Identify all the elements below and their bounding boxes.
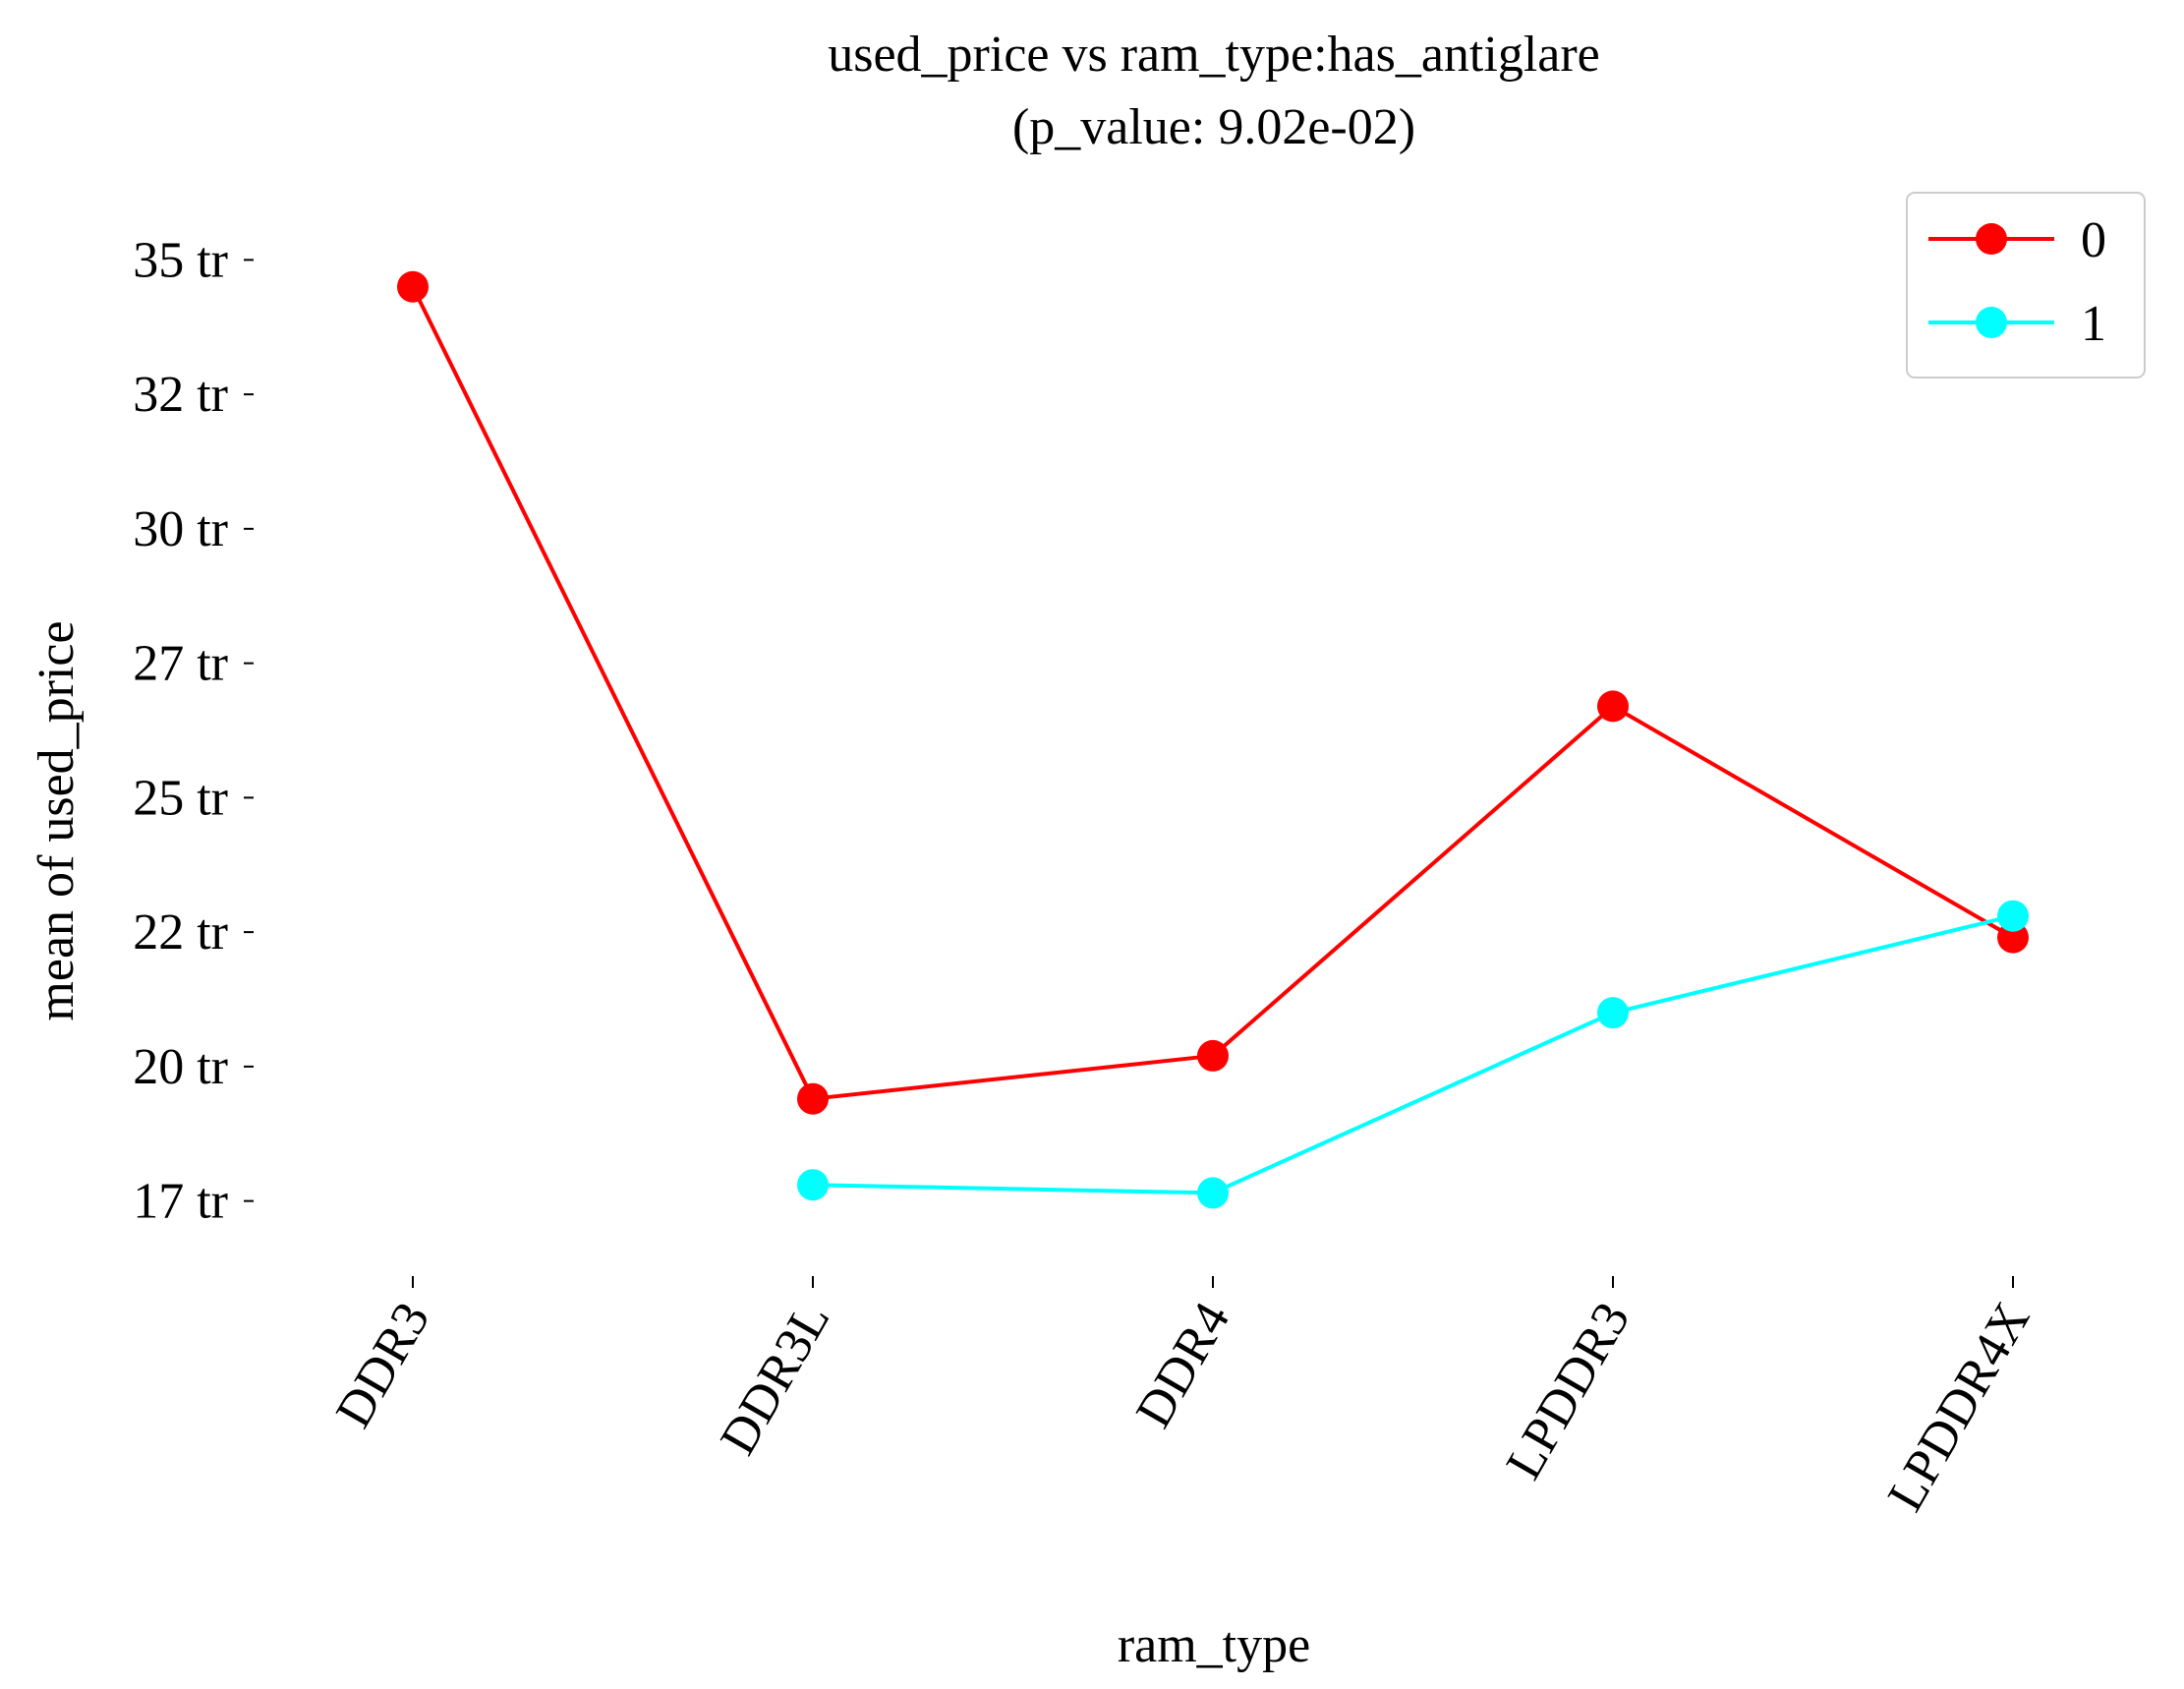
y-tick-label: 30 tr — [133, 501, 228, 557]
legend-marker — [1976, 307, 2007, 338]
series-1 — [797, 900, 2029, 1209]
data-point — [397, 270, 429, 303]
x-axis: DDR3 DDR3L DDR4 LPDDR3 LPDDR4X — [325, 1276, 2040, 1521]
data-point — [1597, 997, 1629, 1029]
y-axis-label: mean of used_price — [29, 620, 85, 1020]
data-point — [1997, 921, 2029, 954]
y-tick-label: 20 tr — [133, 1039, 228, 1095]
series-0 — [397, 270, 2029, 1115]
data-point — [1197, 1177, 1229, 1209]
y-tick-label: 25 tr — [133, 770, 228, 826]
x-tick-label: DDR3L — [710, 1294, 840, 1465]
data-point — [797, 1082, 829, 1115]
series-layer — [397, 270, 2029, 1209]
legend-marker — [1976, 223, 2007, 255]
x-tick-label: DDR3 — [325, 1294, 440, 1437]
data-point — [1597, 690, 1629, 723]
chart-title: used_price vs ram_type:has_antiglare — [828, 27, 1600, 83]
data-point — [1197, 1039, 1229, 1072]
legend-label: 1 — [2081, 296, 2106, 352]
data-point — [1997, 900, 2029, 932]
legend-box — [1906, 192, 2146, 379]
y-tick-label: 32 tr — [133, 367, 228, 423]
series-line — [812, 913, 2014, 1195]
series-line — [411, 285, 2015, 1101]
x-tick-label: DDR4 — [1125, 1294, 1240, 1437]
x-axis-label: ram_type — [1118, 1617, 1310, 1673]
data-point — [797, 1169, 829, 1201]
y-tick-label: 27 tr — [133, 636, 228, 692]
x-tick-label: LPDDR3 — [1496, 1294, 1641, 1489]
y-tick-label: 22 tr — [133, 904, 228, 961]
legend: 01 — [1906, 192, 2146, 379]
legend-label: 0 — [2081, 212, 2106, 268]
y-axis: 17 tr 20 tr 22 tr 25 tr 27 tr 30 tr 32 tr 35 tr — [133, 232, 254, 1230]
x-tick-label: LPDDR4X — [1877, 1294, 2040, 1521]
y-tick-label: 35 tr — [133, 232, 228, 288]
y-tick-label: 17 tr — [133, 1174, 228, 1230]
chart-subtitle: (p_value: 9.02e-02) — [1012, 99, 1415, 155]
